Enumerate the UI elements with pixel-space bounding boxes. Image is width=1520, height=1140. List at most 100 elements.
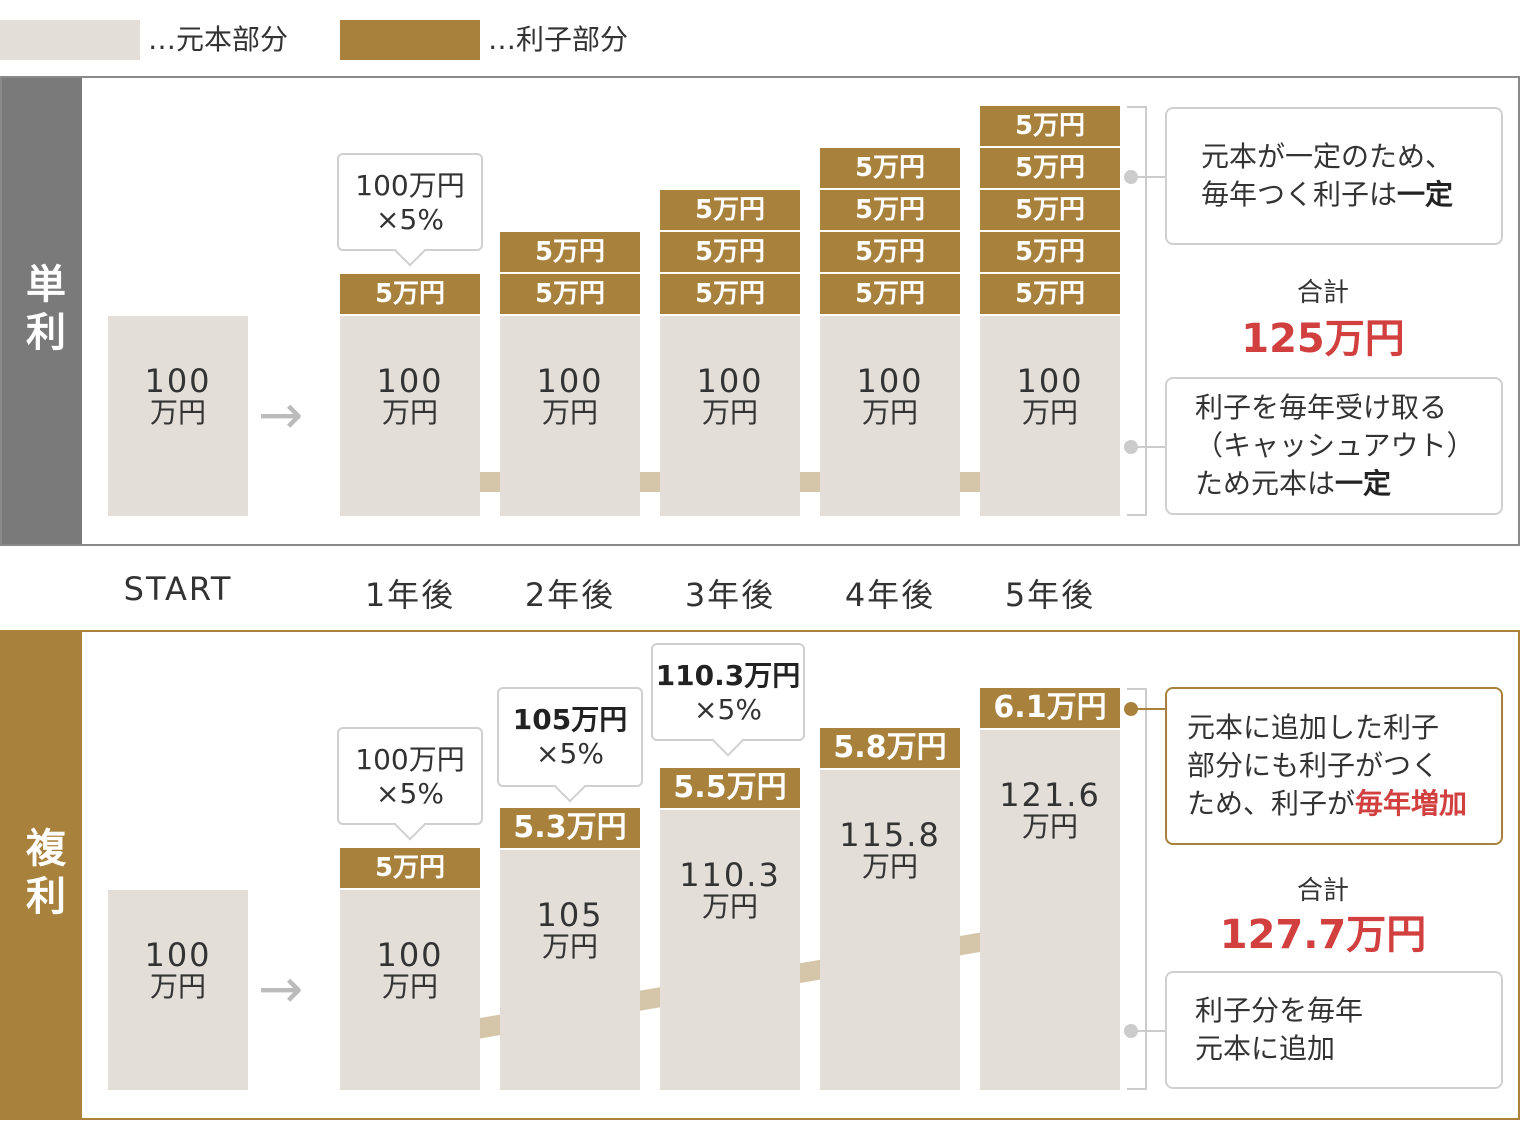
compound-note-bottom: 利子分を毎年 元本に追加 <box>1165 971 1503 1089</box>
interest-block: 5.5万円 <box>660 768 800 808</box>
principal-bar: 100 万円 <box>340 890 480 1090</box>
note-emphasis: 一定 <box>1397 178 1454 211</box>
principal-bar: 105 万円 <box>500 850 640 1090</box>
compound-interest-panel: 複利 <box>0 630 1520 1120</box>
compound-total-value: 127.7万円 <box>1219 912 1427 958</box>
principal-unit: 万円 <box>381 396 438 429</box>
principal-unit: 万円 <box>701 396 758 429</box>
interest-block: 5万円 <box>820 148 960 188</box>
principal-bar: 100 万円 <box>108 316 248 516</box>
legend-interest-swatch <box>340 20 480 60</box>
simple-note-bottom: 利子を毎年受け取る （キャッシュアウト） ため元本は一定 <box>1165 377 1503 515</box>
principal-bar: 100 万円 <box>980 316 1120 516</box>
callout-rate: ×5% <box>376 203 444 236</box>
principal-unit: 万円 <box>861 396 918 429</box>
interest-block: 5.3万円 <box>500 808 640 848</box>
legend-principal-swatch <box>0 20 140 60</box>
note-text: 利子を毎年受け取る （キャッシュアウト） ため元本は <box>1195 391 1475 500</box>
compound-interest-title: 複利 <box>2 632 82 1118</box>
bracket <box>1127 106 1147 516</box>
principal-amount: 100 <box>144 362 212 400</box>
principal-amount: 100 <box>144 936 212 974</box>
note-text: 元本に追加した利子 部分にも利子がつく ため、利子が <box>1187 711 1440 820</box>
note-emphasis: 毎年増加 <box>1355 787 1468 820</box>
year-label: START <box>123 570 233 608</box>
compound-rate-callout-3: 110.3万円 ×5% <box>651 643 805 757</box>
principal-amount: 100 <box>376 936 444 974</box>
principal-unit: 万円 <box>541 396 598 429</box>
legend-principal-label: …元本部分 <box>148 23 289 56</box>
simple-interest-title: 単利 <box>2 78 82 544</box>
principal-bar: 100 万円 <box>108 890 248 1090</box>
interest-block: 5万円 <box>980 232 1120 272</box>
principal-amount: 100 <box>1016 362 1084 400</box>
interest-block: 5万円 <box>980 148 1120 188</box>
note-text: 利子分を毎年 元本に追加 <box>1195 994 1364 1065</box>
principal-amount: 110.3 <box>679 856 781 894</box>
interest-block: 5万円 <box>500 232 640 272</box>
bracket <box>1127 688 1147 1090</box>
interest-block: 6.1万円 <box>980 688 1120 728</box>
principal-unit: 万円 <box>1021 396 1078 429</box>
principal-amount: 100 <box>536 362 604 400</box>
principal-amount: 100 <box>856 362 924 400</box>
callout-rate: ×5% <box>376 777 444 810</box>
interest-block: 5万円 <box>660 232 800 272</box>
principal-bar: 115.8 万円 <box>820 770 960 1090</box>
connector-dot <box>1124 170 1138 184</box>
callout-base: 105万円 <box>512 703 628 736</box>
connector-dot <box>1124 702 1138 716</box>
principal-bar: 100 万円 <box>500 316 640 516</box>
principal-amount: 105 <box>536 896 604 934</box>
callout-base: 110.3万円 <box>655 659 801 692</box>
callout-rate: ×5% <box>694 693 762 726</box>
interest-block: 5万円 <box>660 274 800 314</box>
principal-amount: 100 <box>376 362 444 400</box>
interest-block: 5万円 <box>340 274 480 314</box>
principal-amount: 115.8 <box>839 816 941 854</box>
interest-block: 5万円 <box>340 848 480 888</box>
compound-total-label: 合計 <box>1296 876 1349 906</box>
arrow-right-icon: → <box>258 957 304 1020</box>
interest-block: 5万円 <box>980 106 1120 146</box>
interest-block: 5万円 <box>820 274 960 314</box>
simple-rate-callout: 100万円 ×5% <box>337 153 483 267</box>
principal-bar: 121.6 万円 <box>980 730 1120 1090</box>
note-emphasis: 一定 <box>1335 467 1392 500</box>
principal-amount: 121.6 <box>999 776 1101 814</box>
principal-bar: 100 万円 <box>820 316 960 516</box>
year-label: 4年後 <box>844 576 936 614</box>
callout-base: 100万円 <box>355 743 465 776</box>
callout-base: 100万円 <box>355 169 465 202</box>
interest-block: 5万円 <box>660 190 800 230</box>
legend-interest-label: …利子部分 <box>488 23 629 56</box>
principal-unit: 万円 <box>1021 810 1078 843</box>
interest-block: 5万円 <box>980 190 1120 230</box>
compound-note-top: 元本に追加した利子 部分にも利子がつく ため、利子が毎年増加 <box>1165 687 1503 845</box>
simple-total-value: 125万円 <box>1241 316 1405 362</box>
principal-unit: 万円 <box>541 930 598 963</box>
principal-unit: 万円 <box>149 396 206 429</box>
principal-unit: 万円 <box>861 850 918 883</box>
compound-rate-callout-1: 100万円 ×5% <box>337 727 483 841</box>
interest-block: 5万円 <box>980 274 1120 314</box>
arrow-right-icon: → <box>258 383 304 446</box>
year-label: 1年後 <box>364 576 456 614</box>
note-text: 元本が一定のため、 毎年つく利子は <box>1201 140 1454 211</box>
principal-unit: 万円 <box>701 890 758 923</box>
year-label: 2年後 <box>524 576 616 614</box>
year-label: 5年後 <box>1004 576 1096 614</box>
simple-total-label: 合計 <box>1296 278 1349 308</box>
principal-unit: 万円 <box>381 970 438 1003</box>
year-label: 3年後 <box>684 576 776 614</box>
interest-block: 5万円 <box>500 274 640 314</box>
callout-rate: ×5% <box>536 737 604 770</box>
connector-dot <box>1124 440 1138 454</box>
principal-bar: 100 万円 <box>340 316 480 516</box>
principal-bar: 110.3 万円 <box>660 810 800 1090</box>
simple-interest-panel: 単利 <box>0 76 1520 546</box>
simple-note-top: 元本が一定のため、 毎年つく利子は一定 <box>1165 107 1503 245</box>
interest-block: 5.8万円 <box>820 728 960 768</box>
compound-rate-callout-2: 105万円 ×5% <box>497 687 643 803</box>
principal-bar: 100 万円 <box>660 316 800 516</box>
